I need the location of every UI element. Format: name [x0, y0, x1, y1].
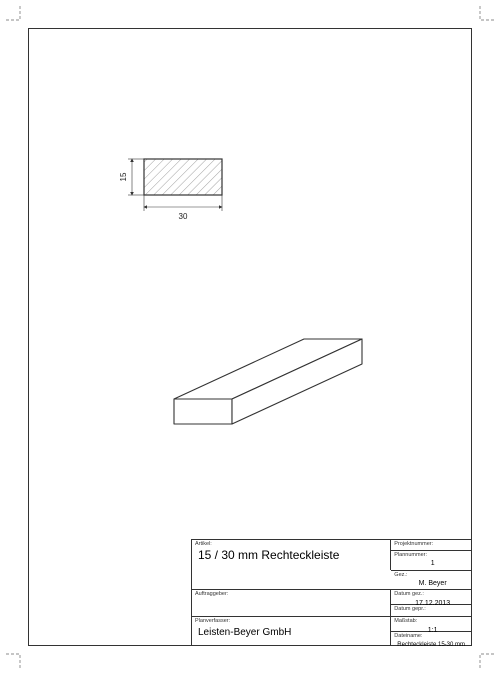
- title-block-cell: Projektnummer:Plannummer:1Gez.:M. Beyer: [391, 540, 471, 589]
- field-value: Rechteckleiste 15-30 mm: [394, 640, 468, 649]
- field-label: Projektnummer:: [394, 541, 468, 548]
- field-label: Artikel:: [195, 541, 387, 548]
- title-block-subcell: Maßstab:1:1: [391, 617, 471, 632]
- crop-mark-tr: [474, 6, 494, 26]
- field-value: 15 / 30 mm Rechteckleiste: [195, 547, 387, 562]
- field-label: Maßstab:: [394, 618, 468, 625]
- title-block-subcell: Gez.:M. Beyer: [391, 570, 471, 589]
- field-label: Datum gez.:: [394, 591, 468, 598]
- title-block-row: Artikel:15 / 30 mm RechteckleisteProjekt…: [192, 540, 471, 590]
- crop-mark-bl: [6, 648, 26, 668]
- cross-section-view: 30 15: [99, 139, 259, 229]
- dim-width: 30: [179, 212, 188, 221]
- title-block-cell: Artikel:15 / 30 mm Rechteckleiste: [192, 540, 391, 570]
- field-label: Plannummer:: [394, 552, 468, 559]
- title-block-subcell: Dateiname:Rechteckleiste 15-30 mm: [391, 632, 471, 645]
- title-block-row: Auftraggeber: Datum gez.:17.12.2013Datum …: [192, 590, 471, 617]
- title-block-subcell: Datum gepr.:: [391, 605, 471, 616]
- crop-mark-br: [474, 648, 494, 668]
- field-label: Planverfasser:: [195, 618, 387, 625]
- field-value: 1: [394, 558, 468, 568]
- title-block-subcell: Projektnummer:: [391, 540, 471, 551]
- field-value: M. Beyer: [394, 578, 468, 588]
- title-block-subcell: Datum gez.:17.12.2013: [391, 590, 471, 605]
- field-label: Datum gepr.:: [394, 606, 468, 613]
- field-label: Dateiname:: [394, 633, 468, 640]
- profile-rect: [144, 159, 222, 195]
- title-block-cell: Maßstab:1:1Dateiname:Rechteckleiste 15-3…: [391, 617, 471, 645]
- dim-height: 15: [119, 172, 128, 181]
- field-label: Gez.:: [394, 572, 468, 579]
- title-block-cell: Datum gez.:17.12.2013Datum gepr.:: [391, 590, 471, 616]
- title-block-subcell: Plannummer:1: [391, 551, 471, 570]
- drawing-frame: 30 15 Artikel: 1: [28, 28, 472, 646]
- isometric-view: [144, 329, 374, 469]
- field-label: Auftraggeber:: [195, 591, 387, 598]
- title-block-cell: Auftraggeber:: [192, 590, 391, 616]
- title-block-cell: Planverfasser:Leisten-Beyer GmbH: [192, 617, 391, 645]
- title-block: Artikel:15 / 30 mm RechteckleisteProjekt…: [191, 539, 471, 645]
- title-block-row: Planverfasser:Leisten-Beyer GmbHMaßstab:…: [192, 617, 471, 645]
- drawing-sheet: 30 15 Artikel: 1: [0, 0, 500, 674]
- crop-mark-tl: [6, 6, 26, 26]
- field-value: Leisten-Beyer GmbH: [195, 625, 387, 638]
